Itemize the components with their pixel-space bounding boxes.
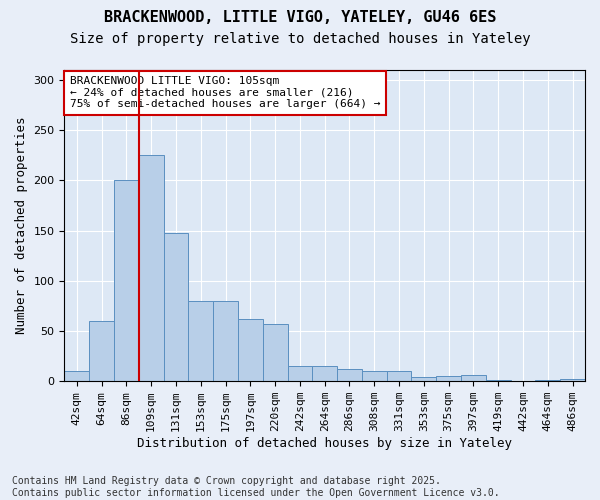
Bar <box>461 375 486 381</box>
Bar <box>188 301 213 381</box>
Text: BRACKENWOOD LITTLE VIGO: 105sqm
← 24% of detached houses are smaller (216)
75% o: BRACKENWOOD LITTLE VIGO: 105sqm ← 24% of… <box>70 76 380 110</box>
Bar <box>164 232 188 381</box>
Text: Contains HM Land Registry data © Crown copyright and database right 2025.
Contai: Contains HM Land Registry data © Crown c… <box>12 476 500 498</box>
Bar <box>139 156 164 381</box>
X-axis label: Distribution of detached houses by size in Yateley: Distribution of detached houses by size … <box>137 437 512 450</box>
Text: Size of property relative to detached houses in Yateley: Size of property relative to detached ho… <box>70 32 530 46</box>
Bar <box>535 380 560 381</box>
Bar <box>238 319 263 381</box>
Bar <box>114 180 139 381</box>
Bar <box>89 321 114 381</box>
Y-axis label: Number of detached properties: Number of detached properties <box>15 117 28 334</box>
Bar <box>213 301 238 381</box>
Text: BRACKENWOOD, LITTLE VIGO, YATELEY, GU46 6ES: BRACKENWOOD, LITTLE VIGO, YATELEY, GU46 … <box>104 10 496 25</box>
Bar <box>263 324 287 381</box>
Bar <box>412 377 436 381</box>
Bar <box>337 369 362 381</box>
Bar <box>560 379 585 381</box>
Bar <box>313 366 337 381</box>
Bar <box>362 371 386 381</box>
Bar <box>287 366 313 381</box>
Bar <box>386 371 412 381</box>
Bar <box>64 371 89 381</box>
Bar <box>486 380 511 381</box>
Bar <box>436 376 461 381</box>
